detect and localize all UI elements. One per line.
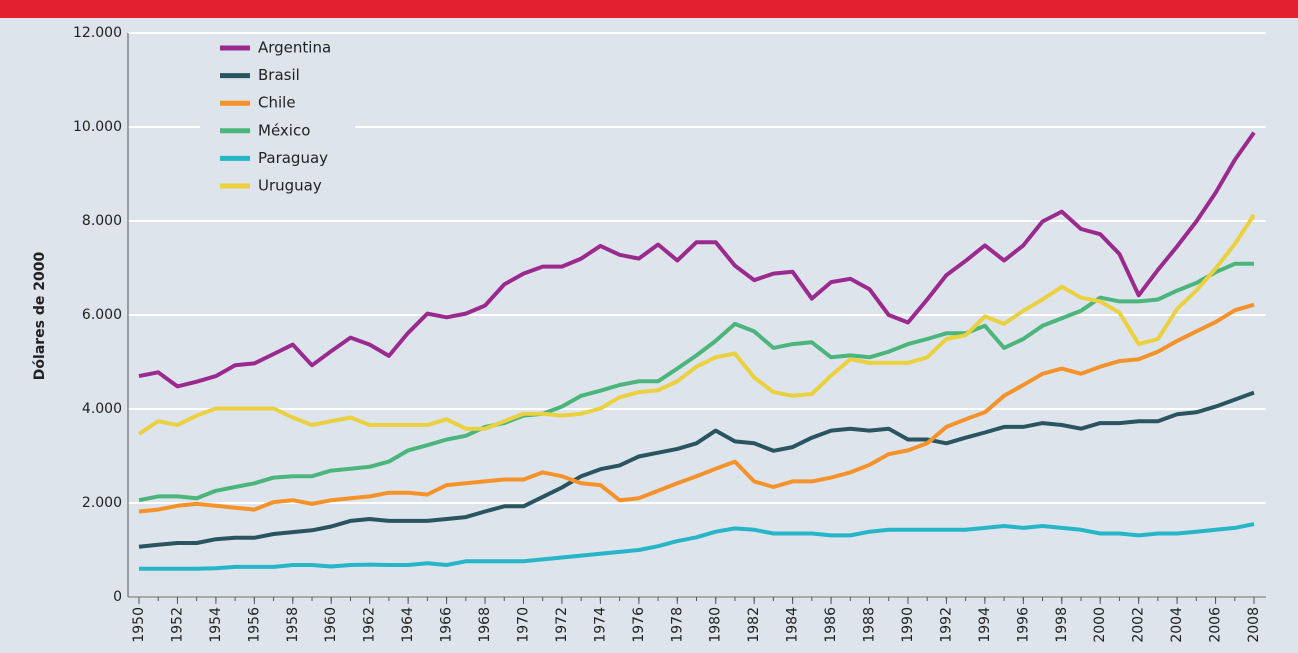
x-tick-label: 1976	[631, 607, 647, 643]
legend-label: Chile	[258, 94, 296, 112]
x-tick-label: 1966	[439, 607, 455, 643]
y-tick-label: 0	[113, 589, 122, 605]
x-tick-label: 1954	[208, 607, 224, 643]
x-tick-label: 1972	[554, 607, 570, 643]
x-tick-label: 1964	[400, 607, 416, 643]
x-tick-label: 2004	[1169, 607, 1185, 643]
x-tick-label: 2000	[1092, 607, 1108, 643]
series-line	[139, 522, 1255, 571]
x-tick-label: 2008	[1246, 607, 1262, 643]
x-tick-label: 2006	[1208, 607, 1224, 643]
x-tick-label: 2002	[1131, 607, 1147, 643]
x-tick-label: 1958	[285, 607, 301, 643]
x-tick-label: 1974	[592, 607, 608, 643]
x-tick-label: 1956	[246, 607, 262, 643]
x-tick-label: 1978	[669, 607, 685, 643]
x-tick-label: 1986	[823, 607, 839, 643]
legend-box	[200, 34, 355, 200]
y-tick-label: 2.000	[82, 495, 122, 511]
x-tick-label: 1960	[323, 607, 339, 643]
y-tick-label: 12.000	[73, 25, 122, 41]
legend: Argentina Brasil Chile México Paraguay Urugua…	[200, 34, 355, 200]
x-tick-label: 1988	[862, 607, 878, 643]
x-tick-label: 1970	[515, 607, 531, 643]
series-line	[138, 302, 1255, 514]
legend-label: México	[258, 121, 310, 139]
x-tick-label: 1952	[169, 607, 185, 643]
x-tick-label: 1990	[900, 607, 916, 643]
legend-label: Brasil	[258, 66, 300, 84]
y-tick-label: 4.000	[82, 401, 122, 417]
series-line	[138, 131, 1256, 389]
x-tick-label: 1980	[708, 607, 724, 643]
x-tick-label: 1968	[477, 607, 493, 643]
y-tick-label: 8.000	[82, 213, 122, 229]
x-tick-label: 1998	[1054, 607, 1070, 643]
legend-label: Paraguay	[258, 149, 328, 167]
series-line	[138, 390, 1255, 549]
series-line	[137, 213, 1256, 436]
y-tick-label: 10.000	[73, 119, 122, 135]
header-bar	[0, 0, 1298, 18]
x-tick-label: 1992	[938, 607, 954, 643]
legend-label: Argentina	[258, 39, 331, 57]
x-tick-label: 1994	[977, 607, 993, 643]
x-tick-label: 1962	[362, 607, 378, 643]
x-tick-label: 1984	[785, 607, 801, 643]
y-axis-label: Dólares de 2000	[32, 252, 48, 381]
y-tick-label: 6.000	[82, 307, 122, 323]
x-tick-label: 1982	[746, 607, 762, 643]
series-line	[138, 261, 1254, 503]
x-tick-label: 1950	[131, 607, 147, 643]
legend-label: Uruguay	[258, 177, 322, 195]
x-tick-label: 1996	[1015, 607, 1031, 643]
